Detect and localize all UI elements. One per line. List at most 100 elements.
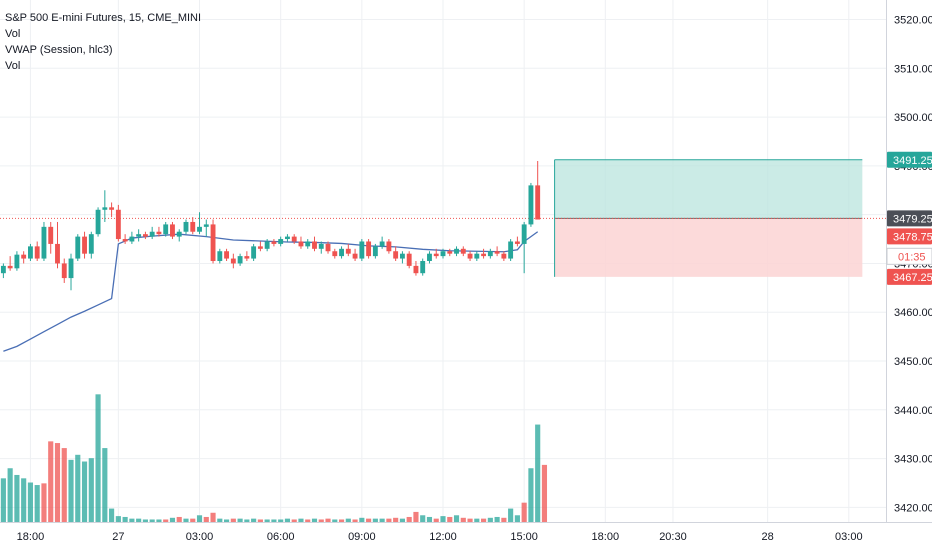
candle — [501, 251, 507, 261]
time-tick-label: 15:00 — [510, 531, 538, 543]
time-tick-label: 03:00 — [186, 531, 214, 543]
candle — [318, 241, 324, 254]
candle-body — [528, 185, 534, 225]
candle-body — [454, 248, 459, 254]
candle — [420, 258, 426, 276]
candle-body — [433, 253, 439, 257]
current-price-tag-bg — [887, 210, 932, 227]
volume-bar — [95, 394, 101, 522]
candle — [122, 234, 128, 244]
price-tick-label: 3440.00 — [894, 405, 932, 417]
candle-body — [305, 241, 311, 247]
legend-vol-2[interactable]: Vol — [5, 60, 21, 72]
candle-body — [224, 251, 230, 259]
candle-body — [535, 185, 541, 220]
volume-bar — [176, 516, 182, 522]
target-price-tag: 3491.25 — [887, 151, 932, 168]
candle — [325, 241, 331, 254]
countdown-bg — [886, 247, 932, 265]
legend-vol[interactable]: Vol — [5, 28, 21, 40]
volume-bar — [298, 518, 304, 522]
volume-bar — [251, 518, 257, 522]
candle-body — [129, 236, 135, 242]
volume-bar — [359, 517, 365, 522]
candle-body — [176, 231, 182, 237]
volume-bar — [433, 518, 439, 522]
volume-bar — [210, 512, 216, 522]
candle-body — [203, 224, 209, 227]
time-tick-label: 03:00 — [835, 531, 863, 543]
volume-bar — [88, 458, 94, 522]
candle — [264, 239, 270, 252]
volume-bar — [372, 518, 378, 522]
volume-bar — [332, 519, 338, 522]
candle — [217, 248, 223, 264]
candle-body — [264, 241, 270, 249]
time-tick-label: 09:00 — [348, 531, 376, 543]
candle — [339, 246, 344, 259]
candle — [454, 246, 459, 257]
candle-body — [142, 234, 148, 237]
candle — [345, 243, 351, 257]
volume-bar — [196, 515, 203, 522]
volume-bar — [244, 519, 250, 522]
candle-body — [494, 251, 500, 254]
candle-body — [237, 256, 243, 264]
volume-bar — [14, 474, 20, 522]
candle-body — [339, 248, 344, 257]
price-tick-label: 3430.00 — [894, 454, 932, 466]
time-tick-label: 18:00 — [592, 531, 620, 543]
price-tick-label: 3510.00 — [894, 63, 932, 75]
price-tick-label: 3520.00 — [894, 15, 932, 27]
candle — [514, 236, 520, 247]
candle-body — [379, 241, 385, 247]
candle-body — [467, 253, 473, 259]
candle — [481, 248, 487, 259]
candle-body — [332, 251, 338, 257]
candle — [7, 256, 13, 271]
candle — [359, 239, 365, 261]
candle — [224, 248, 230, 261]
volume-bar — [494, 516, 500, 522]
candle-body — [359, 241, 365, 259]
candle — [149, 226, 155, 240]
candle-body — [521, 224, 527, 244]
volume-bar — [122, 516, 128, 522]
candle — [102, 190, 108, 222]
volume-bar — [345, 518, 351, 522]
candle — [487, 248, 493, 259]
volume-bar — [386, 518, 392, 522]
candle-body — [21, 254, 27, 259]
candle — [244, 251, 250, 261]
volume-bar — [338, 519, 345, 522]
candle — [48, 221, 54, 254]
candle — [230, 253, 236, 269]
candle — [528, 182, 534, 227]
candle-body — [291, 236, 297, 242]
candle — [34, 241, 40, 261]
volume-bar — [102, 448, 108, 522]
candle-body — [88, 234, 94, 254]
candle — [197, 212, 202, 235]
candle — [366, 239, 372, 259]
volume-bar — [169, 517, 176, 522]
legend-vwap[interactable]: VWAP (Session, hlc3) — [5, 44, 113, 56]
candle — [61, 258, 67, 283]
legend-symbol[interactable]: S&P 500 E-mini Futures, 15, CME_MINI — [5, 12, 202, 24]
volume-bar — [474, 518, 480, 522]
volume-series — [0, 394, 548, 522]
volume-bar — [460, 517, 466, 522]
long-position-tool — [554, 159, 863, 277]
candle — [427, 251, 432, 264]
candle-body — [68, 258, 74, 279]
candle — [447, 248, 453, 257]
time-tick-label: 06:00 — [267, 531, 295, 543]
last-price-tag-bg — [887, 228, 932, 245]
volume-bar — [81, 461, 88, 522]
volume-bar — [406, 516, 412, 522]
volume-bar — [7, 468, 13, 522]
candle-body — [406, 253, 412, 266]
candle — [55, 221, 60, 269]
